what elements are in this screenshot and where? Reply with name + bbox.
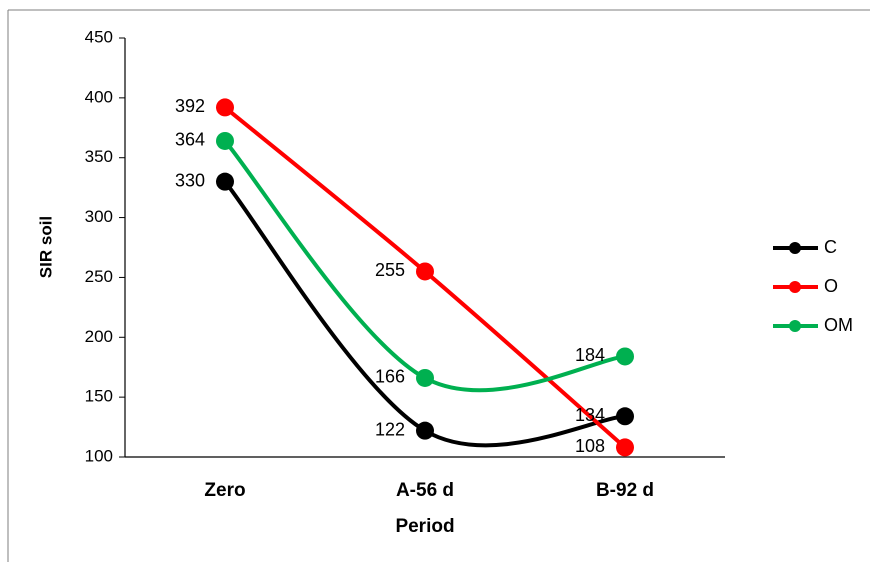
data-point [616, 347, 634, 366]
y-tick-label: 100 [85, 446, 113, 465]
x-axis-title: Period [395, 516, 454, 537]
data-point [216, 172, 234, 191]
x-tick-label: B-92 d [596, 480, 654, 501]
data-point [616, 407, 634, 426]
data-point [216, 98, 234, 117]
data-point [616, 438, 634, 457]
y-tick-label: 400 [85, 87, 113, 106]
legend-label: C [824, 237, 837, 257]
y-tick-label: 350 [85, 147, 113, 166]
data-label: 364 [175, 130, 205, 150]
y-tick-label: 150 [85, 387, 113, 406]
x-tick-label: A-56 d [396, 480, 454, 501]
data-label: 255 [375, 260, 405, 280]
data-point [416, 421, 434, 440]
data-point [216, 131, 234, 150]
y-tick-label: 200 [85, 327, 113, 346]
legend-marker [789, 242, 801, 254]
x-tick-label: Zero [204, 480, 245, 501]
data-label: 184 [575, 345, 605, 365]
legend-marker [789, 320, 801, 332]
y-axis-title: SIR soil [36, 216, 55, 278]
data-label: 392 [175, 96, 205, 116]
y-tick-label: 300 [85, 207, 113, 226]
legend-label: O [824, 276, 838, 296]
y-tick-label: 450 [85, 27, 113, 46]
legend-marker [789, 281, 801, 293]
data-label: 330 [175, 170, 205, 190]
data-point [416, 262, 434, 281]
data-label: 108 [575, 436, 605, 456]
data-label: 134 [575, 405, 605, 425]
data-label: 122 [375, 419, 405, 439]
data-label: 166 [375, 367, 405, 387]
series-line [223, 180, 626, 448]
y-tick-label: 250 [85, 267, 113, 286]
data-point [416, 368, 434, 387]
legend-label: OM [824, 315, 853, 335]
